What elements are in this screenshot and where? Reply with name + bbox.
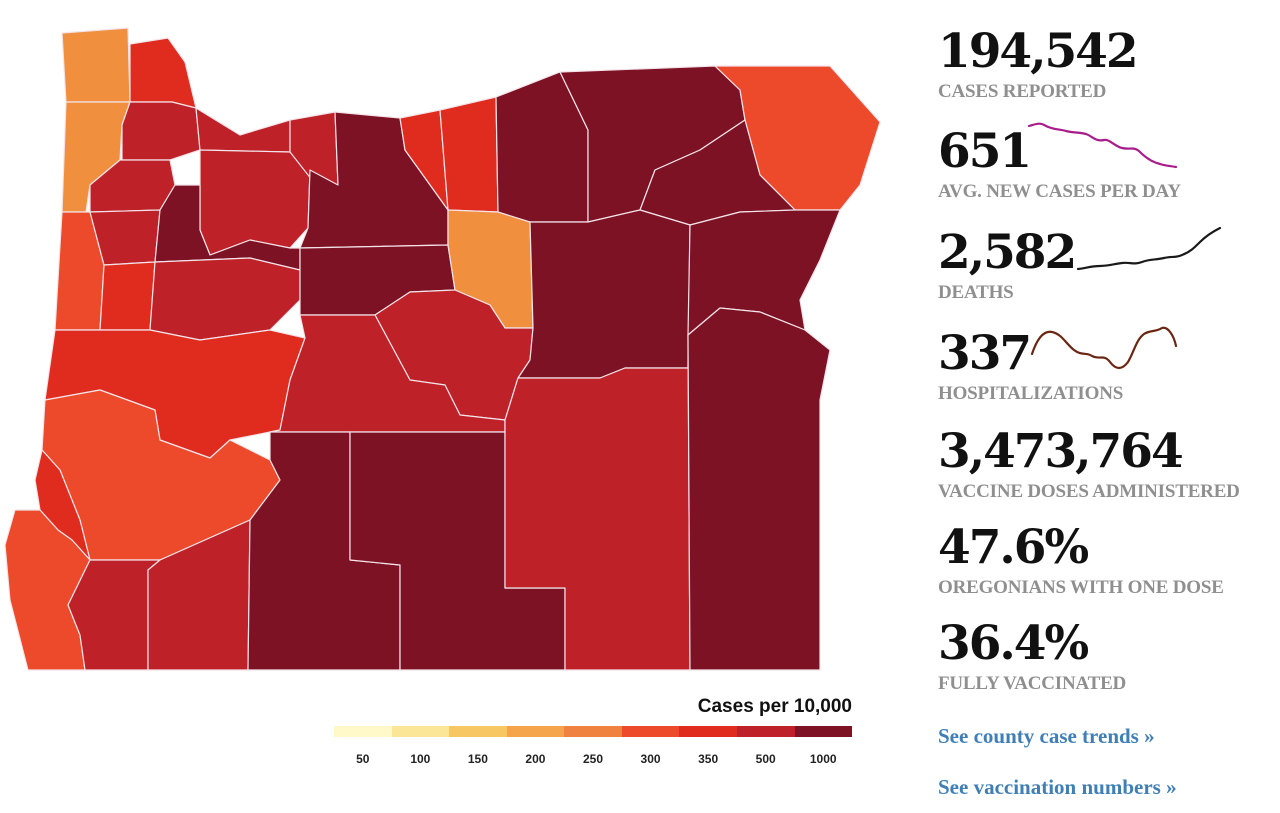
legend-swatch — [794, 726, 853, 737]
legend-swatch — [391, 726, 450, 737]
new-cases-sparkline — [1027, 122, 1178, 169]
stat-new-cases-label: AVG. NEW CASES PER DAY — [938, 181, 1181, 202]
legend-tick-label: 100 — [410, 752, 431, 766]
vaccination-numbers-link[interactable]: See vaccination numbers » — [938, 775, 1177, 799]
county-columbia[interactable] — [129, 37, 197, 109]
county-clatsop[interactable] — [61, 27, 131, 103]
stat-cases-value: 194,542 — [938, 24, 1139, 79]
stat-doses: 3,473,764 VACCINE DOSES ADMINISTERED — [938, 428, 1240, 503]
county-malheur[interactable] — [687, 307, 831, 671]
legend-tick-label: 250 — [582, 752, 604, 766]
stat-cases: 194,542 CASES REPORTED — [938, 24, 1139, 103]
hospitalizations-sparkline — [1030, 326, 1178, 370]
new-cases-sparkline-line — [1027, 122, 1178, 169]
stat-one-dose: 47.6% OREGONIANS WITH ONE DOSE — [938, 524, 1224, 599]
stat-deaths-value: 2,582 — [938, 225, 1077, 280]
deaths-sparkline — [1076, 226, 1222, 271]
hospitalizations-sparkline-line — [1030, 326, 1178, 370]
stat-new-cases: 651 AVG. NEW CASES PER DAY — [938, 128, 1181, 203]
county-multnomah[interactable] — [195, 107, 291, 153]
county-gilliam[interactable] — [439, 96, 499, 213]
legend-swatch — [449, 726, 507, 737]
legend-swatch — [564, 726, 622, 737]
legend-ticks: 50 100 150 200 250 300 350 500 1000 — [334, 752, 852, 768]
legend-swatch — [621, 726, 680, 737]
legend-tick-label: 200 — [525, 752, 546, 766]
county-benton[interactable] — [99, 261, 156, 331]
stat-new-cases-value: 651 — [938, 124, 1032, 179]
county-washington[interactable] — [121, 101, 201, 161]
county-grant[interactable] — [517, 209, 691, 379]
oregon-county-map — [4, 27, 881, 671]
stat-fully-label: FULLY VACCINATED — [938, 673, 1127, 694]
legend-tick-label: 50 — [356, 752, 370, 766]
legend-swatch — [679, 726, 737, 737]
stat-one-dose-label: OREGONIANS WITH ONE DOSE — [938, 577, 1224, 598]
stat-hospitalizations-value: 337 — [938, 326, 1032, 381]
legend-swatch — [736, 726, 795, 737]
stat-deaths: 2,582 DEATHS — [938, 225, 1077, 304]
legend-title: Cases per 10,000 — [697, 696, 852, 717]
stat-doses-label: VACCINE DOSES ADMINISTERED — [938, 481, 1240, 502]
stat-one-dose-value: 47.6% — [938, 520, 1089, 575]
stat-hospitalizations-label: HOSPITALIZATIONS — [938, 383, 1124, 404]
county-trends-link[interactable]: See county case trends » — [938, 724, 1155, 748]
deaths-sparkline-line — [1076, 226, 1222, 271]
legend-tick-label: 500 — [755, 752, 776, 766]
legend-tick-label: 350 — [698, 752, 719, 766]
stat-hospitalizations: 337 HOSPITALIZATIONS — [938, 330, 1123, 405]
county-linn[interactable] — [149, 257, 301, 341]
legend-tick-label: 1000 — [809, 752, 837, 766]
stat-fully-value: 36.4% — [938, 616, 1089, 671]
legend-color-bar — [334, 726, 853, 737]
legend-tick-label: 300 — [640, 752, 661, 766]
legend-tick-label: 150 — [467, 752, 488, 766]
legend-swatch — [506, 726, 565, 737]
stat-doses-value: 3,473,764 — [938, 424, 1184, 479]
legend-swatch — [334, 726, 392, 737]
stat-cases-label: CASES REPORTED — [938, 81, 1107, 102]
stat-fully: 36.4% FULLY VACCINATED — [938, 620, 1126, 695]
stat-deaths-label: DEATHS — [938, 282, 1014, 303]
county-clackamas[interactable] — [199, 149, 311, 256]
